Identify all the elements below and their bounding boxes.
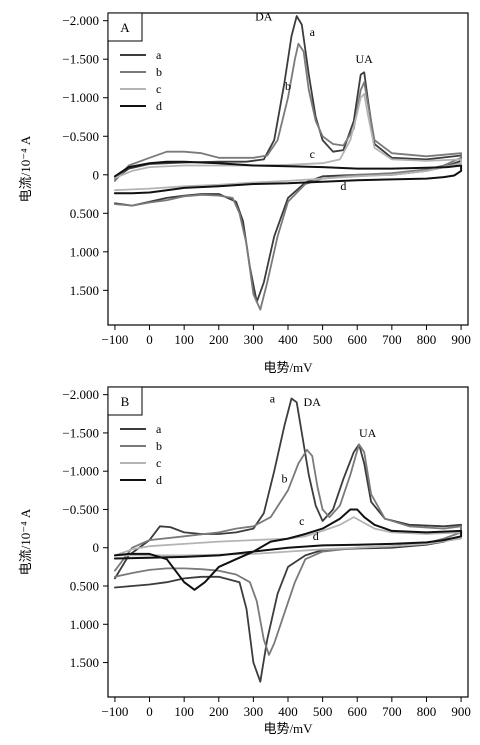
panel-a-y-tick-label: −1.500 — [62, 52, 99, 67]
panel-a-y-tick-label: −1.000 — [62, 90, 99, 105]
panel-b-series-c-curve — [114, 516, 462, 557]
panel-b-y-tick-label: 1.500 — [70, 655, 99, 670]
panel-b-legend-label-c: c — [156, 456, 161, 470]
panel-b-annotation-d: d — [313, 529, 319, 543]
panel-a-y-tick-label: −0.500 — [62, 129, 99, 144]
panel-b-legend-label-a: a — [156, 422, 162, 436]
panel-a-y-tick-label: 1.500 — [70, 283, 99, 298]
panel-b-y-tick-label: 1.000 — [70, 617, 99, 632]
panel-a-y-tick-label: −2.000 — [62, 13, 99, 28]
panel-a-y-tick-label: 1.000 — [70, 244, 99, 259]
panel-b-y-axis-title: 电流/10⁻⁴ A — [18, 508, 33, 575]
panel-b-y-tick-label: 0 — [93, 540, 100, 555]
panel-b-annotation-b: b — [282, 472, 288, 486]
panel-a-series-a-curve — [114, 15, 462, 303]
panel-a-annotation-b: b — [285, 79, 291, 93]
panel-b-x-tick-label: −100 — [102, 704, 129, 719]
panel-b-x-tick-label: 0 — [146, 704, 153, 719]
panel-a-label: A — [120, 20, 130, 35]
panel-a-legend-label-a: a — [156, 48, 162, 62]
panel-b: −100 0 100 200 300 400 500 600 700 800 900 −2.000 −1… — [18, 386, 471, 736]
panel-b-y-tick-label: −2.000 — [62, 387, 99, 402]
panel-b-y-tick-label: −1.000 — [62, 464, 99, 479]
panel-a-y-tick-label: 0 — [93, 167, 100, 182]
panel-a-series-c-curve — [114, 93, 462, 192]
panel-a-x-tick-label: 400 — [278, 332, 298, 347]
panel-b-x-axis-title: 电势/mV — [263, 721, 313, 736]
panel-a: −100 0 100 200 300 400 500 600 700 800 900 −2.000 −1… — [18, 10, 471, 375]
panel-a-x-tick-label: 600 — [347, 332, 367, 347]
panel-b-legend-label-b: b — [156, 439, 162, 453]
panel-a-legend-label-c: c — [156, 82, 161, 96]
panel-b-x-tick-label: 300 — [244, 704, 264, 719]
panel-a-x-tick-label: 500 — [313, 332, 333, 347]
panel-a-label-box — [107, 12, 143, 42]
panel-b-x-tick-label: 400 — [278, 704, 298, 719]
panel-a-y-tick-label: 0.500 — [70, 206, 99, 221]
panel-a-series-d-curve — [113, 160, 463, 195]
panel-b-series-a-curve — [114, 397, 462, 683]
panel-b-y-tick-label: −0.500 — [62, 502, 99, 517]
panel-a-annotation-a: a — [310, 25, 316, 39]
panel-b-x-tick-label: 100 — [174, 704, 194, 719]
panel-a-x-tick-label: 800 — [417, 332, 437, 347]
panel-a-x-tick-label: 900 — [451, 332, 471, 347]
panel-a-legend-label-d: d — [156, 99, 162, 113]
panel-a-legend-label-b: b — [156, 65, 162, 79]
panel-a-x-tick-label: 200 — [209, 332, 229, 347]
panel-b-x-tick-label: 900 — [451, 704, 471, 719]
panel-a-y-axis-title: 电流/10⁻⁴ A — [18, 135, 33, 202]
panel-a-x-tick-label: 0 — [146, 332, 153, 347]
panel-b-x-tick-label: 700 — [382, 704, 402, 719]
panel-b-annotation-c: c — [299, 514, 304, 528]
panel-b-label-box — [107, 386, 143, 416]
panel-b-y-tick-label: −1.500 — [62, 425, 99, 440]
panel-a-annotation-c: c — [310, 147, 315, 161]
panel-a-series-b-curve — [114, 42, 462, 311]
panel-a-annotation-da: DA — [255, 10, 273, 24]
panel-a-x-tick-label: 700 — [382, 332, 402, 347]
panel-b-label: B — [121, 394, 130, 409]
panel-b-annotation-ua: UA — [359, 426, 377, 440]
panel-b-x-tick-label: 600 — [347, 704, 367, 719]
panel-a-x-tick-label: 300 — [244, 332, 264, 347]
panel-b-series-b-curve — [114, 443, 462, 656]
panel-b-x-tick-label: 800 — [417, 704, 437, 719]
panel-a-x-axis-title: 电势/mV — [263, 360, 313, 375]
panel-a-x-tick-label: −100 — [102, 332, 129, 347]
panel-a-annotation-d: d — [340, 179, 346, 193]
panel-b-y-tick-label: 0.500 — [70, 579, 99, 594]
panel-b-legend-label-d: d — [156, 473, 162, 487]
panel-b-annotation-a: a — [270, 391, 276, 405]
panel-a-x-tick-label: 100 — [174, 332, 194, 347]
panel-b-x-tick-label: 500 — [313, 704, 333, 719]
panel-b-series-d-curve — [113, 508, 463, 591]
panel-b-x-tick-label: 200 — [209, 704, 229, 719]
panel-b-annotation-da: DA — [304, 395, 322, 409]
panel-a-annotation-ua: UA — [355, 52, 373, 66]
